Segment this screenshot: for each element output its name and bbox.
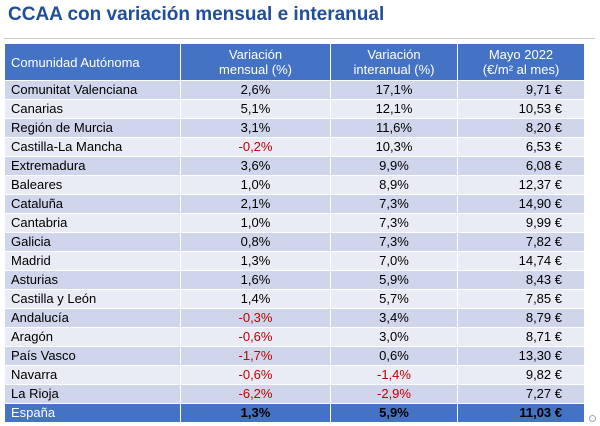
cell-comunidad: Aragón xyxy=(4,327,181,347)
cell-comunidad: Extremadura xyxy=(4,156,181,176)
cell-precio: 7,27 € xyxy=(457,384,585,404)
cell-variacion-interanual: 12,1% xyxy=(330,99,458,119)
cell-precio: 7,82 € xyxy=(457,232,585,252)
cell-variacion-mensual: -0,6% xyxy=(180,365,331,385)
cell-precio: 9,82 € xyxy=(457,365,585,385)
cell-comunidad: Asturias xyxy=(4,270,181,290)
cell-precio: 14,74 € xyxy=(457,251,585,271)
table-row: Madrid 1,3% 7,0% 14,74 € xyxy=(4,251,585,271)
table-row: Navarra -0,6% -1,4% 9,82 € xyxy=(4,365,585,385)
table-row: La Rioja -6,2% -2,9% 7,27 € xyxy=(4,384,585,404)
cell-variacion-mensual: 2,1% xyxy=(180,194,331,214)
cell-variacion-mensual: 1,0% xyxy=(180,175,331,195)
total-precio: 11,03 € xyxy=(457,403,585,423)
table-row: Castilla y León 1,4% 5,7% 7,85 € xyxy=(4,289,585,309)
page-title: CCAA con variación mensual e interanual xyxy=(8,4,385,25)
cell-precio: 8,79 € xyxy=(457,308,585,328)
cell-precio: 14,90 € xyxy=(457,194,585,214)
cell-variacion-mensual: -0,2% xyxy=(180,137,331,157)
cell-variacion-mensual: 1,4% xyxy=(180,289,331,309)
cell-comunidad: Canarias xyxy=(4,99,181,119)
cell-comunidad: La Rioja xyxy=(4,384,181,404)
cell-precio: 7,85 € xyxy=(457,289,585,309)
table-row: Aragón -0,6% 3,0% 8,71 € xyxy=(4,327,585,347)
table-row: Canarias 5,1% 12,1% 10,53 € xyxy=(4,99,585,119)
table-row: Castilla-La Mancha -0,2% 10,3% 6,53 € xyxy=(4,137,585,157)
cell-precio: 8,20 € xyxy=(457,118,585,138)
cell-variacion-mensual: 1,6% xyxy=(180,270,331,290)
cell-variacion-mensual: -1,7% xyxy=(180,346,331,366)
cell-variacion-mensual: 1,0% xyxy=(180,213,331,233)
cell-comunidad: Andalucía xyxy=(4,308,181,328)
cell-variacion-mensual: 5,1% xyxy=(180,99,331,119)
cell-variacion-interanual: 7,3% xyxy=(330,213,458,233)
cell-variacion-interanual: 7,3% xyxy=(330,232,458,252)
cell-variacion-interanual: 9,9% xyxy=(330,156,458,176)
table-row: Región de Murcia 3,1% 11,6% 8,20 € xyxy=(4,118,585,138)
header-precio-mayo: Mayo 2022 (€/m² al mes) xyxy=(457,43,585,81)
cell-variacion-interanual: 0,6% xyxy=(330,346,458,366)
total-comunidad: España xyxy=(4,403,181,423)
table-row: Cataluña 2,1% 7,3% 14,90 € xyxy=(4,194,585,214)
cell-comunidad: Castilla y León xyxy=(4,289,181,309)
cell-precio: 8,43 € xyxy=(457,270,585,290)
cell-comunidad: Baleares xyxy=(4,175,181,195)
cell-variacion-mensual: 3,6% xyxy=(180,156,331,176)
cell-comunidad: Comunitat Valenciana xyxy=(4,80,181,100)
cell-variacion-mensual: 3,1% xyxy=(180,118,331,138)
corner-mark-icon xyxy=(589,415,596,422)
table-row: Cantabria 1,0% 7,3% 9,99 € xyxy=(4,213,585,233)
cell-comunidad: Región de Murcia xyxy=(4,118,181,138)
cell-variacion-interanual: -2,9% xyxy=(330,384,458,404)
cell-variacion-interanual: 5,9% xyxy=(330,270,458,290)
total-variacion-interanual: 5,9% xyxy=(330,403,458,423)
cell-variacion-interanual: -1,4% xyxy=(330,365,458,385)
header-variacion-mensual: Variación mensual (%) xyxy=(180,43,331,81)
cell-precio: 12,37 € xyxy=(457,175,585,195)
table-row: País Vasco -1,7% 0,6% 13,30 € xyxy=(4,346,585,366)
regions-table: Comunidad Autónoma Variación mensual (%) … xyxy=(4,43,585,423)
cell-comunidad: País Vasco xyxy=(4,346,181,366)
cell-precio: 10,53 € xyxy=(457,99,585,119)
title-divider xyxy=(4,38,595,39)
cell-variacion-interanual: 3,0% xyxy=(330,327,458,347)
cell-variacion-interanual: 10,3% xyxy=(330,137,458,157)
cell-variacion-mensual: 1,3% xyxy=(180,251,331,271)
table-row: Baleares 1,0% 8,9% 12,37 € xyxy=(4,175,585,195)
cell-precio: 9,99 € xyxy=(457,213,585,233)
table-row: Comunitat Valenciana 2,6% 17,1% 9,71 € xyxy=(4,80,585,100)
cell-comunidad: Madrid xyxy=(4,251,181,271)
cell-comunidad: Castilla-La Mancha xyxy=(4,137,181,157)
cell-variacion-interanual: 5,7% xyxy=(330,289,458,309)
cell-variacion-mensual: -6,2% xyxy=(180,384,331,404)
table-row: Asturias 1,6% 5,9% 8,43 € xyxy=(4,270,585,290)
cell-variacion-interanual: 8,9% xyxy=(330,175,458,195)
cell-comunidad: Galicia xyxy=(4,232,181,252)
cell-comunidad: Navarra xyxy=(4,365,181,385)
table-row: Extremadura 3,6% 9,9% 6,08 € xyxy=(4,156,585,176)
cell-precio: 8,71 € xyxy=(457,327,585,347)
cell-variacion-interanual: 11,6% xyxy=(330,118,458,138)
cell-variacion-mensual: -0,3% xyxy=(180,308,331,328)
cell-comunidad: Cataluña xyxy=(4,194,181,214)
table-row: Andalucía -0,3% 3,4% 8,79 € xyxy=(4,308,585,328)
cell-precio: 13,30 € xyxy=(457,346,585,366)
header-variacion-interanual: Variación interanual (%) xyxy=(330,43,458,81)
cell-variacion-interanual: 3,4% xyxy=(330,308,458,328)
total-variacion-mensual: 1,3% xyxy=(180,403,331,423)
cell-variacion-interanual: 17,1% xyxy=(330,80,458,100)
table-row: Galicia 0,8% 7,3% 7,82 € xyxy=(4,232,585,252)
table-header-row: Comunidad Autónoma Variación mensual (%) … xyxy=(4,43,585,81)
cell-precio: 6,53 € xyxy=(457,137,585,157)
cell-variacion-mensual: 0,8% xyxy=(180,232,331,252)
cell-variacion-mensual: -0,6% xyxy=(180,327,331,347)
cell-variacion-interanual: 7,0% xyxy=(330,251,458,271)
cell-variacion-interanual: 7,3% xyxy=(330,194,458,214)
cell-comunidad: Cantabria xyxy=(4,213,181,233)
total-row: España 1,3% 5,9% 11,03 € xyxy=(4,403,585,423)
header-comunidad: Comunidad Autónoma xyxy=(4,43,181,81)
cell-precio: 6,08 € xyxy=(457,156,585,176)
cell-variacion-mensual: 2,6% xyxy=(180,80,331,100)
cell-precio: 9,71 € xyxy=(457,80,585,100)
